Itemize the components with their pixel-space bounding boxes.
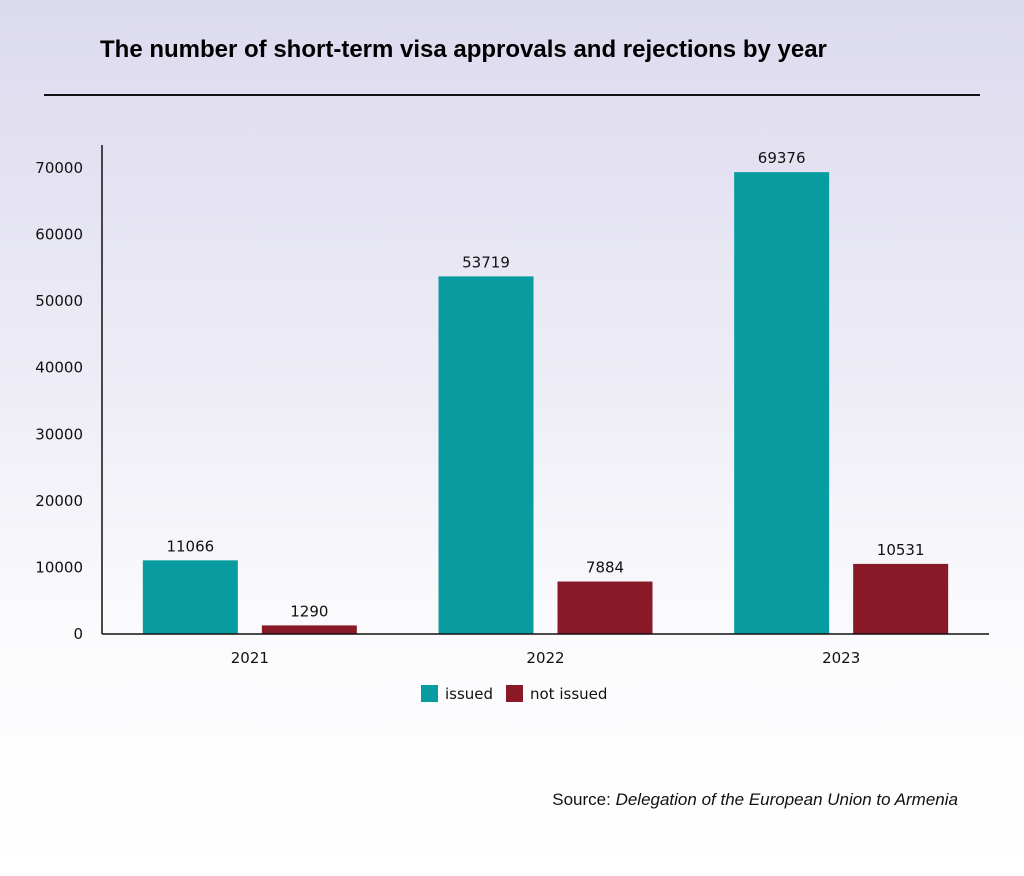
bar-not-issued-2022: [557, 581, 653, 634]
y-tick-label: 30000: [35, 425, 83, 443]
y-tick-label: 20000: [35, 492, 83, 510]
bars-group: [142, 172, 949, 634]
bar-issued-2022: [438, 276, 534, 634]
y-axis-ticks: 0 10000 20000 30000 40000 50000 60000 70000: [35, 159, 83, 643]
source-name: Delegation of the European Union to Arme…: [615, 790, 958, 809]
data-label: 10531: [877, 541, 925, 559]
source-label: Source:: [552, 790, 611, 809]
bar-not-issued-2021: [261, 625, 357, 634]
source-note: Source: Delegation of the European Union…: [552, 790, 958, 810]
data-label: 1290: [290, 602, 328, 620]
legend-swatch-issued: [421, 685, 438, 702]
chart-title: The number of short-term visa approvals …: [100, 36, 827, 63]
y-tick-label: 60000: [35, 226, 83, 244]
y-tick-label: 0: [73, 625, 83, 643]
legend-swatch-not-issued: [506, 685, 523, 702]
y-tick-label: 40000: [35, 359, 83, 377]
x-tick-label: 2022: [526, 649, 564, 667]
title-divider: [44, 94, 980, 96]
bar-issued-2023: [734, 172, 830, 634]
data-label: 53719: [462, 253, 510, 271]
y-tick-label: 10000: [35, 558, 83, 576]
data-label: 7884: [586, 559, 624, 577]
legend-label-not-issued: not issued: [530, 685, 607, 703]
data-label: 69376: [758, 149, 806, 167]
data-label: 11066: [166, 537, 214, 555]
bar-not-issued-2023: [853, 563, 949, 634]
y-tick-label: 50000: [35, 292, 83, 310]
legend: issued not issued: [421, 685, 607, 703]
x-tick-label: 2021: [231, 649, 269, 667]
x-axis-ticks: 2021 2022 2023: [231, 649, 861, 667]
legend-label-issued: issued: [445, 685, 493, 703]
data-labels-group: 11066 1290 53719 7884 69376 10531: [166, 149, 924, 620]
x-tick-label: 2023: [822, 649, 860, 667]
bar-issued-2021: [142, 560, 238, 634]
y-tick-label: 70000: [35, 159, 83, 177]
